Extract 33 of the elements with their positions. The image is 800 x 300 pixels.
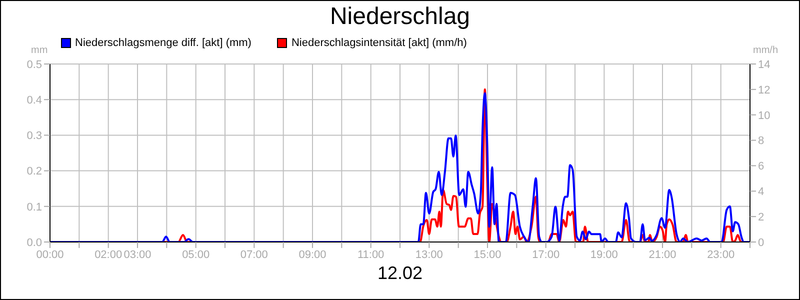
chart-title: Niederschlag <box>328 3 472 31</box>
legend-label: Niederschlagsintensität [akt] (mm/h) <box>291 37 467 49</box>
x-tick-label: 11:00 <box>357 248 384 261</box>
x-tick-label: 23:00 <box>707 248 735 261</box>
y-tick-label: 0.0 <box>26 236 42 249</box>
legend-label: Niederschlagsmenge diff. [akt] (mm) <box>75 37 252 49</box>
x-tick-label: 05:00 <box>182 248 210 261</box>
x-tick-label: 00:00 <box>36 248 64 261</box>
y2-tick-label: 10 <box>758 110 770 122</box>
y2-axis-title: mm/h <box>753 45 778 56</box>
x-tick-label: 09:00 <box>298 248 326 261</box>
x-tick-label: 15:00 <box>474 248 502 261</box>
y2-tick-label: 0 <box>758 236 764 249</box>
y-tick-label: 0.2 <box>26 166 42 178</box>
y-tick-label: 0.5 <box>26 58 42 71</box>
x-tick-label: 07:00 <box>240 248 268 261</box>
x-tick-label: 17:00 <box>532 248 560 261</box>
y2-tick-label: 4 <box>758 186 764 198</box>
x-tick-label: 02:00 <box>94 248 122 261</box>
x-tick-label: 21:00 <box>648 248 676 261</box>
y-tick-label: 0.4 <box>26 94 42 107</box>
y2-tick-label: 2 <box>758 211 764 224</box>
y2-tick-label: 12 <box>758 84 770 96</box>
y-tick-label: 0.3 <box>26 130 42 142</box>
x-axis-title: 12.02 <box>376 263 424 284</box>
y2-tick-label: 8 <box>758 135 764 148</box>
x-tick-label: 03:00 <box>124 248 152 261</box>
y2-tick-label: 6 <box>758 160 764 173</box>
x-tick-label: 19:00 <box>590 248 618 261</box>
y-axis-title: mm <box>31 45 48 56</box>
x-tick-label: 13:00 <box>415 248 443 261</box>
y2-tick-label: 14 <box>758 58 770 71</box>
y-tick-label: 0.1 <box>26 201 42 214</box>
